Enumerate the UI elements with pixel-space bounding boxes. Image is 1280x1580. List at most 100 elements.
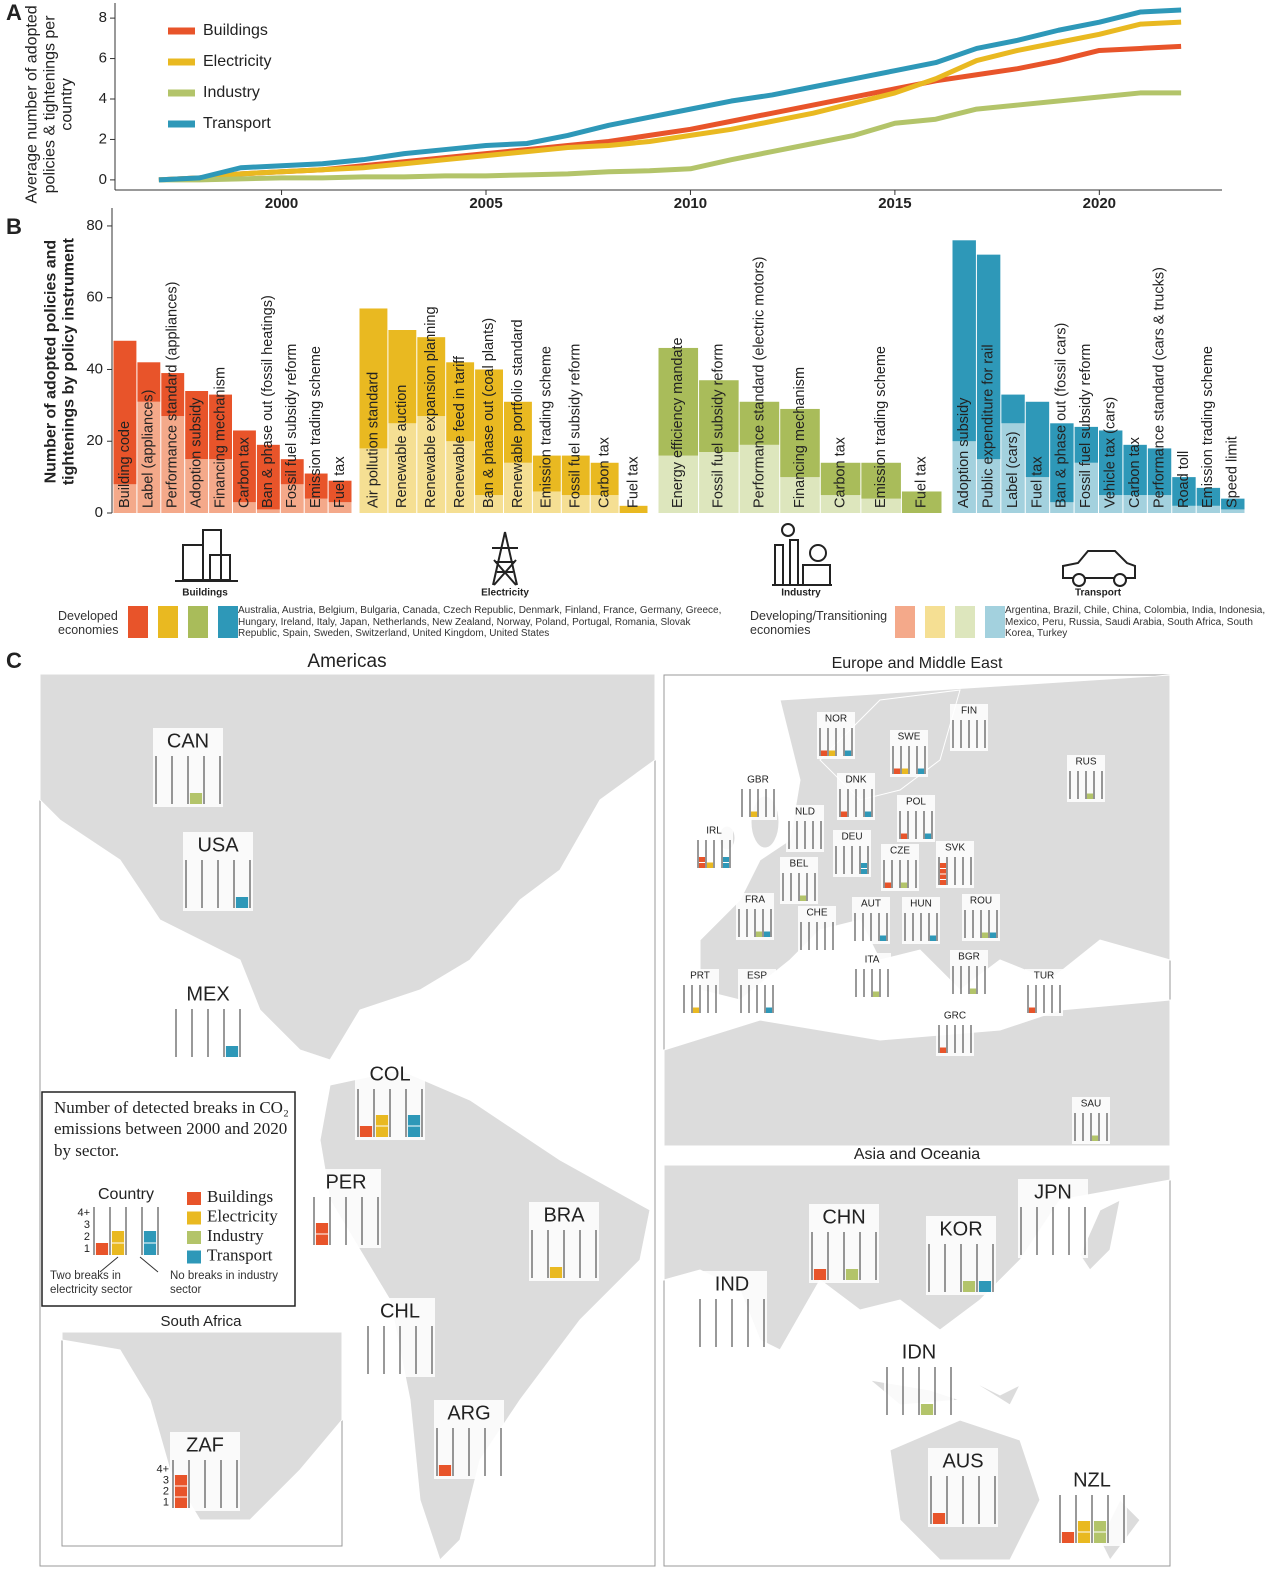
panel-title: Americas xyxy=(307,651,386,672)
y-tick-label: 80 xyxy=(86,217,103,234)
country-code: ROU xyxy=(970,896,992,907)
break-stack xyxy=(189,793,203,804)
country-code: FRA xyxy=(745,895,765,906)
legend-swatch xyxy=(895,606,915,638)
bar-segment xyxy=(1123,444,1147,496)
break-stack xyxy=(969,988,977,994)
legend-label: Buildings xyxy=(203,22,268,39)
legend-countries: Australia, Austria, Belgium, Bulgaria, C… xyxy=(238,605,722,639)
break-stack xyxy=(884,882,892,888)
country-code: AUT xyxy=(861,899,881,910)
y-tick-label: 8 xyxy=(99,9,107,26)
country-code: PRT xyxy=(690,971,710,982)
bar-label: Fuel tax xyxy=(332,456,348,508)
bar-segment xyxy=(1172,477,1196,506)
y-tick-label: 0 xyxy=(99,171,107,188)
break-stack xyxy=(359,1126,373,1137)
break-stack xyxy=(924,833,932,839)
bar-segment xyxy=(739,401,780,445)
bar-label: Energy efficiency mandate xyxy=(670,337,686,508)
note-pointer xyxy=(139,1256,159,1273)
panel-title: South Africa xyxy=(161,1313,243,1330)
country-code: HUN xyxy=(910,899,932,910)
break-stack xyxy=(864,811,872,817)
bar-label: Fuel tax xyxy=(914,456,930,508)
bar-segment xyxy=(1172,505,1196,513)
group-label: Transport xyxy=(1075,588,1122,599)
legend-swatch xyxy=(218,606,238,638)
bar-label: Performance standard (cars & trucks) xyxy=(1151,267,1167,508)
bar-segment xyxy=(388,423,417,513)
x-tick-label: 2020 xyxy=(1083,195,1116,212)
country-code: GRC xyxy=(944,1011,966,1022)
glyph-tick-label: 3 xyxy=(84,1219,90,1231)
bar-label: Fuel tax xyxy=(625,456,641,508)
country-code: ITA xyxy=(865,955,880,966)
legend-label: Transport xyxy=(203,115,271,132)
bar-segment xyxy=(532,455,561,492)
bar-label: Emission trading scheme xyxy=(873,346,889,508)
legend-label: Electricity xyxy=(203,53,271,70)
bar-segment xyxy=(1025,401,1050,478)
country-code: ZAF xyxy=(186,1434,224,1456)
bar-segment xyxy=(475,369,503,496)
bar-label: Emission trading scheme xyxy=(539,346,555,508)
y-tick-label: 4 xyxy=(99,90,107,107)
bar-segment xyxy=(233,430,256,503)
y-axis-title: Number of adopted policies and tightenin… xyxy=(42,238,77,486)
series-line xyxy=(158,90,1182,183)
y-tick-label: 60 xyxy=(86,289,103,306)
bar-label: Speed limit xyxy=(1225,436,1241,508)
bar-segment xyxy=(1123,495,1147,513)
sector-label: Electricity xyxy=(207,1206,278,1225)
legend-label: Developing/Transitioning economies xyxy=(750,609,888,637)
bar-label: Building code xyxy=(117,421,133,508)
bar-segment xyxy=(209,394,232,460)
break-stack xyxy=(1028,1007,1036,1013)
bar-segment xyxy=(359,308,388,449)
break-stack xyxy=(765,1007,773,1013)
bar-segment xyxy=(739,444,780,513)
panel-title: Europe and Middle East xyxy=(832,655,1003,672)
bar-label: Emission trading scheme xyxy=(1200,346,1216,508)
glyph-tick-label: 1 xyxy=(84,1243,90,1255)
bar-label: Vehicle tax (cars) xyxy=(1103,397,1119,508)
bar-segment xyxy=(161,373,185,417)
bar-segment xyxy=(658,347,699,456)
break-stack xyxy=(828,750,836,756)
country-code: Country xyxy=(98,1186,154,1203)
bar-label: Emission trading scheme xyxy=(308,346,324,508)
y-tick-label: 40 xyxy=(86,360,103,377)
bar-segment xyxy=(1196,487,1221,506)
break-stack xyxy=(879,935,887,941)
bar-segment xyxy=(820,495,861,513)
bar-segment xyxy=(561,455,590,496)
bar-segment xyxy=(1074,426,1098,463)
bar-segment xyxy=(137,401,161,513)
bar-label: Label (appliances) xyxy=(141,390,157,509)
group-label: Electricity xyxy=(481,588,529,599)
group-label: Buildings xyxy=(182,588,228,599)
y-tick-label: 2 xyxy=(99,130,107,147)
glyph-tick-label: 4+ xyxy=(77,1207,90,1219)
break-stack xyxy=(95,1243,109,1255)
glyph-tick-label: 2 xyxy=(84,1231,90,1243)
break-stack xyxy=(763,931,771,937)
break-stack xyxy=(981,932,989,938)
bar-segment xyxy=(446,441,475,513)
break-stack xyxy=(917,768,925,774)
bar-label: Renewable auction xyxy=(394,385,410,508)
break-stack xyxy=(1086,793,1094,799)
bar-label: Ban & phase out (coal plants) xyxy=(481,318,497,508)
legend-swatch xyxy=(985,606,1005,638)
bar-label: Renewable feed in tariff xyxy=(452,355,468,508)
country-code: TUR xyxy=(1034,971,1055,982)
country-code: IND xyxy=(715,1273,749,1295)
bar-segment xyxy=(861,498,901,513)
bar-segment xyxy=(1221,498,1245,510)
country-code: BGR xyxy=(958,952,980,963)
break-stack xyxy=(844,750,852,756)
bar-segment xyxy=(1001,423,1025,513)
y-tick-label: 0 xyxy=(95,504,103,521)
bar-segment xyxy=(658,455,699,513)
